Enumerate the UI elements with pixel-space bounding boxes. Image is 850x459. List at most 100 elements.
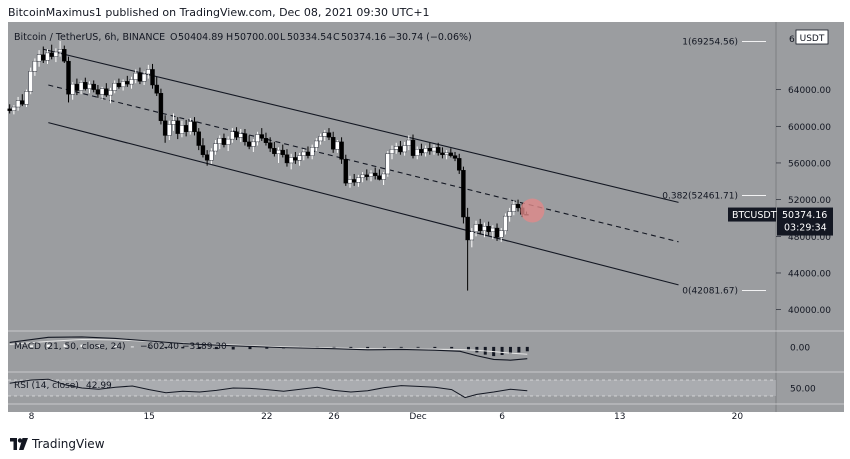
candle [24,89,29,108]
candle [154,76,159,97]
candle-body [120,81,126,88]
candle [360,172,365,183]
candle-body [154,84,159,94]
candle [511,200,517,216]
candle [503,213,508,235]
candle [70,82,75,100]
candle-body [221,137,227,145]
ohlc-low-label: L [280,32,286,43]
macd-histogram-bar [164,346,168,348]
candle-body [91,83,96,90]
macd-signal-line [9,339,528,355]
candle [83,77,88,91]
macd-histogram-bar [63,344,67,347]
candle-body [419,148,424,154]
candle-body [141,73,147,82]
candle-body [259,134,264,139]
candle-body [99,88,105,95]
candlestick-chart[interactable]: 1(69254.56) 0.382(52461.71) 0(42081.67) 0.… [0,22,850,432]
candle [57,41,63,57]
time-tick-label: 20 [732,412,744,422]
candle-body [87,83,92,89]
candle-body [32,60,38,72]
candle [196,128,201,151]
candle [230,128,235,143]
candle [217,135,222,150]
candle [108,87,113,104]
price-tick-label: 56000.00 [788,159,831,169]
candle [204,150,210,166]
currency-badge-box[interactable] [795,29,829,45]
fib-level-label: 0.382(52461.71) [662,191,738,201]
candle-body [499,230,504,238]
candle [461,166,466,224]
time-tick-label: 26 [328,412,340,422]
candle-body [267,142,273,149]
candle-body [347,179,353,184]
candle [112,80,117,94]
macd-axis-label: 0.00 [790,343,810,353]
candle [343,154,348,186]
candle [469,228,475,248]
candle-body [146,69,151,75]
candle-body [410,139,416,156]
candle [49,44,54,60]
candle [141,71,147,86]
candle [297,152,302,166]
candle [116,78,122,89]
candle [28,67,33,95]
candle-body [238,133,243,138]
candle [515,199,521,212]
time-tick-label: Dec [409,412,426,422]
candle-body [318,136,323,142]
candle [389,145,395,160]
candle-body [457,158,462,171]
candle [45,49,50,64]
candle-body [330,137,336,150]
candle [398,140,403,155]
candle [402,141,407,156]
candle [234,127,239,141]
candle [322,129,327,141]
macd-histogram-bar [525,346,529,352]
ohlc-open-label: O [170,32,177,43]
candle [137,67,143,85]
currency-badge[interactable]: USDT [800,34,825,44]
macd-label: MACD (21, 50, close, 24) [14,342,126,352]
candle [381,172,386,185]
candle [305,146,311,159]
ohlc-high-label: H [226,32,233,43]
candle-body [45,52,50,61]
candle-body [486,226,491,232]
candle [259,128,264,141]
candle-body [440,152,445,155]
candle-body [284,154,290,164]
candle-body [112,82,117,91]
candle-body [188,121,193,132]
candle-body [469,231,475,241]
macd-histogram-bar [46,344,50,347]
candle [255,131,260,146]
candle [288,153,294,170]
macd-histogram-bar [349,346,353,349]
candle [394,142,399,154]
time-tick-label: 22 [261,412,272,422]
candle-body [507,211,512,217]
candle [36,50,42,67]
candle-body [427,148,433,152]
candle [368,170,374,182]
candle-body [57,49,63,53]
candle [309,144,315,160]
macd-histogram-bar [332,346,336,348]
candle-body [360,174,365,178]
candle [385,151,390,177]
candle [125,75,130,87]
candle-body [179,125,185,134]
candle [188,118,193,135]
candle-body [389,148,395,154]
rsi-line [9,378,528,399]
candle [209,148,214,164]
candle-countdown: 03:29:34 [784,223,827,234]
candle [213,140,218,155]
candle-body [78,82,84,91]
